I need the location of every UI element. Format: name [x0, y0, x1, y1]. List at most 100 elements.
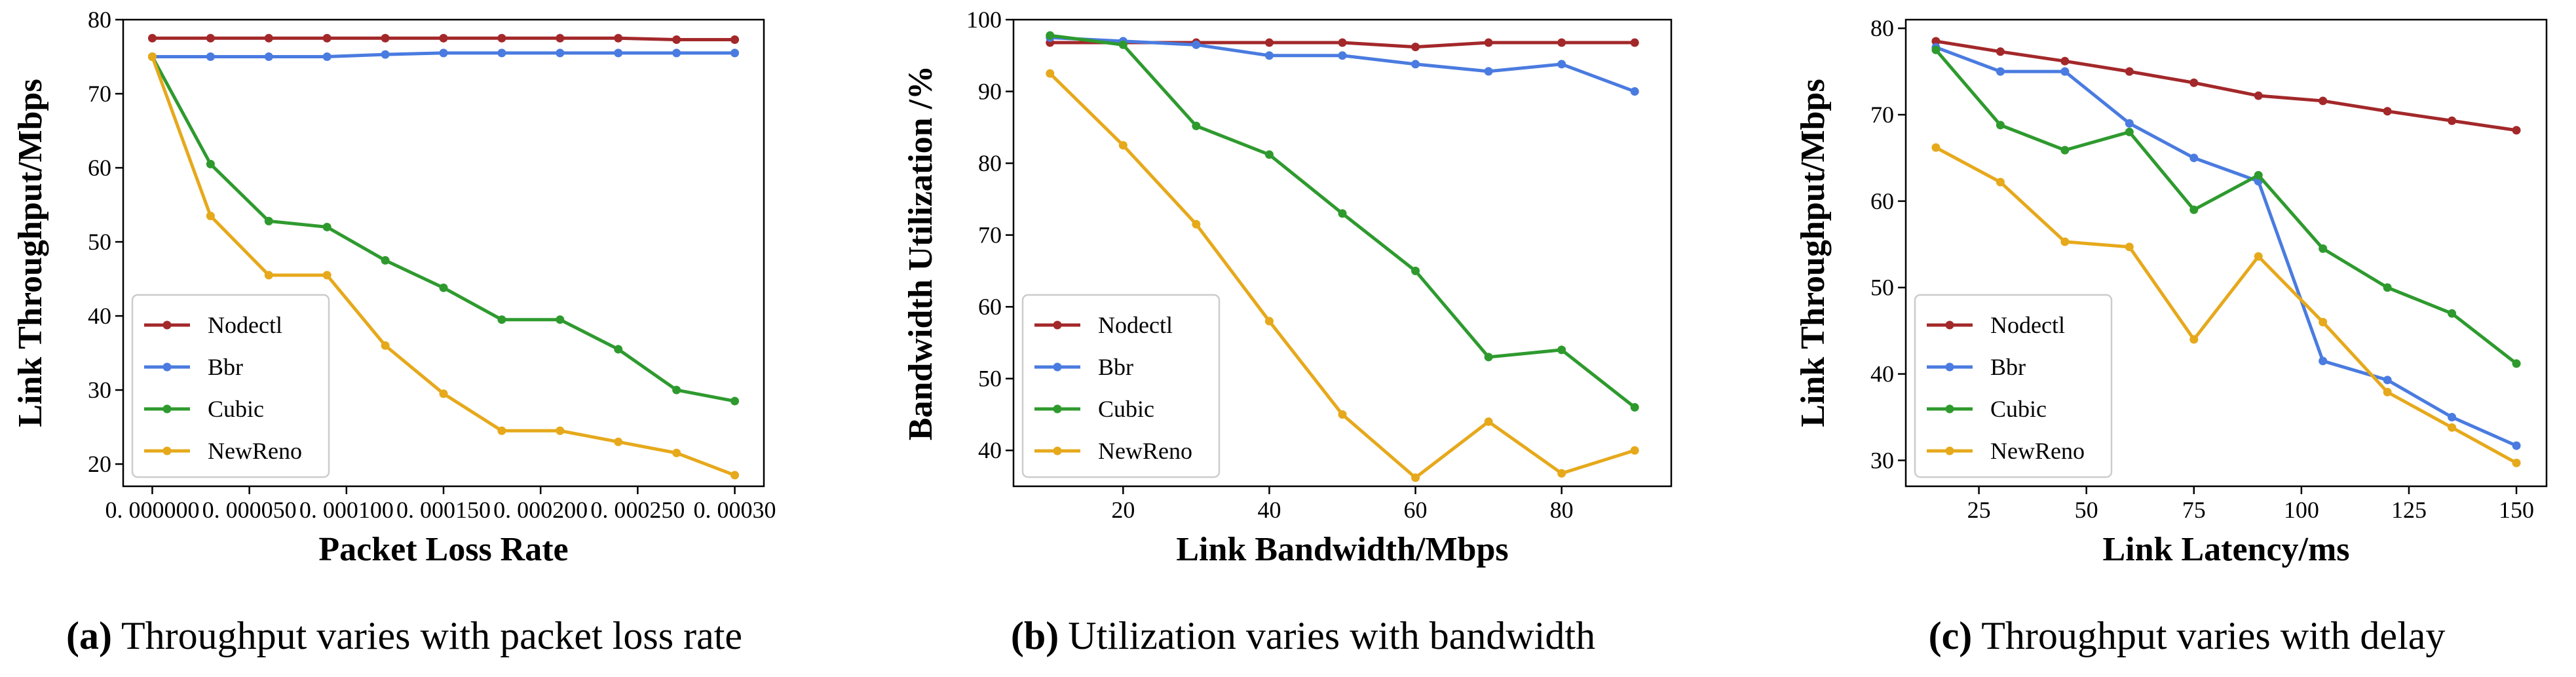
y-tick-label: 40	[1870, 361, 1894, 387]
data-point	[439, 48, 448, 58]
data-point	[672, 385, 681, 395]
data-point	[2448, 309, 2457, 318]
x-tick-label: 50	[2075, 497, 2098, 523]
data-point	[1046, 31, 1055, 40]
legend-label: Bbr	[208, 354, 243, 380]
data-point	[147, 52, 157, 62]
data-point	[1557, 345, 1566, 355]
data-point	[1338, 51, 1347, 60]
data-point	[2060, 145, 2070, 155]
data-point	[730, 48, 740, 58]
y-tick-label: 70	[978, 222, 1002, 248]
y-tick-label: 70	[88, 81, 111, 107]
x-tick-label: 80	[1550, 497, 1574, 523]
y-axis-label: Link Throughput/Mbps	[12, 79, 49, 427]
legend-label: Cubic	[1990, 396, 2047, 422]
data-point	[730, 35, 740, 45]
data-point	[2383, 283, 2392, 292]
y-axis-label: Link Throughput/Mbps	[1794, 79, 1832, 427]
data-point	[1338, 209, 1347, 218]
y-tick-label: 50	[88, 229, 111, 255]
data-point	[2448, 423, 2457, 432]
series-line	[1935, 145, 2518, 465]
x-tick-label: 20	[1111, 497, 1135, 523]
legend-box	[1914, 294, 2113, 478]
y-tick-label: 100	[966, 7, 1002, 33]
x-tick-label: 0. 000100	[299, 497, 394, 523]
data-point	[381, 33, 390, 43]
data-point	[2254, 252, 2263, 261]
series-line	[1935, 48, 2518, 365]
data-point	[1411, 43, 1420, 52]
data-point	[2189, 205, 2199, 214]
data-point	[1118, 40, 1127, 49]
legend-label: NewReno	[208, 438, 302, 464]
data-point	[264, 271, 273, 280]
x-tick-label: 75	[2182, 497, 2206, 523]
data-point	[1996, 121, 2005, 130]
caption: (b) Utilization varies with bandwidth	[1011, 614, 1595, 657]
legend-box	[1021, 294, 1221, 478]
data-point	[2512, 458, 2521, 467]
x-tick-label: 0. 000050	[202, 497, 297, 523]
data-point	[381, 256, 390, 265]
data-point	[1557, 38, 1566, 47]
data-point	[2060, 237, 2070, 246]
data-point	[147, 33, 157, 43]
data-point	[556, 48, 565, 58]
data-point	[1484, 38, 1493, 47]
data-point	[439, 389, 448, 398]
data-point	[1411, 266, 1420, 275]
data-point	[322, 271, 331, 280]
legend-marker	[1053, 404, 1062, 414]
y-tick-label: 40	[88, 303, 111, 329]
data-point	[2448, 413, 2457, 422]
data-point	[497, 315, 506, 324]
x-tick-label: 25	[1967, 497, 1991, 523]
data-point	[1630, 38, 1639, 47]
data-point	[1630, 87, 1639, 96]
data-point	[1996, 47, 2005, 56]
caption-label: (c)	[1929, 614, 1973, 657]
x-tick-label: 150	[2499, 497, 2534, 523]
legend-marker	[1945, 320, 1954, 330]
data-point	[2254, 91, 2263, 100]
data-point	[497, 48, 506, 58]
y-tick-label: 50	[978, 366, 1002, 392]
legend-label: Bbr	[1098, 354, 1133, 380]
data-point	[322, 33, 331, 43]
data-point	[2319, 357, 2328, 366]
legend-label: NewReno	[1098, 438, 1192, 464]
x-tick-label: 0. 000000	[105, 497, 199, 523]
caption-text: Utilization varies with bandwidth	[1068, 614, 1595, 657]
data-point	[672, 35, 681, 45]
data-point	[556, 33, 565, 43]
data-point	[614, 437, 623, 446]
data-point	[2189, 153, 2199, 163]
data-point	[1931, 45, 1941, 54]
legend-marker	[1053, 320, 1062, 330]
x-tick-label: 0. 000200	[493, 497, 588, 523]
data-point	[556, 426, 565, 435]
y-tick-label: 50	[1870, 275, 1894, 301]
data-point	[381, 50, 390, 59]
data-point	[1484, 353, 1493, 362]
legend-marker	[162, 446, 172, 455]
data-point	[1484, 417, 1493, 426]
x-tick-label: 0. 00030	[694, 497, 776, 523]
y-tick-label: 80	[88, 7, 111, 33]
data-point	[1557, 469, 1566, 478]
legend-label: NewReno	[1990, 438, 2085, 464]
x-tick-label: 125	[2391, 497, 2427, 523]
data-point	[206, 211, 215, 220]
x-tick-label: 60	[1404, 497, 1428, 523]
chart: 25 50 75 100 125 150 30 40 50 60 70 80 Link Latency/…	[1794, 15, 2548, 657]
x-axis-label: Link Latency/ms	[2102, 531, 2349, 568]
legend-label: Nodectl	[1990, 312, 2065, 338]
data-point	[2060, 56, 2070, 66]
data-point	[2512, 359, 2521, 368]
data-point	[730, 397, 740, 406]
data-point	[1630, 403, 1639, 412]
legend-label: Nodectl	[1098, 312, 1173, 338]
